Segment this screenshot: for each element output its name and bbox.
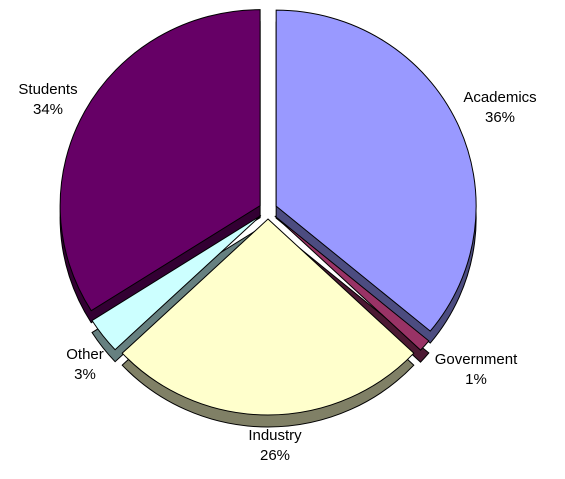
label-academics-value: 36%: [484, 109, 516, 126]
label-other-value: 3%: [74, 366, 96, 383]
label-other: Other 3%: [66, 345, 104, 385]
slice-government: [274, 215, 430, 351]
label-students-value: 34%: [32, 101, 64, 118]
label-other-name: Other: [66, 346, 104, 363]
label-industry-value: 26%: [259, 447, 291, 464]
slice-academics: [275, 9, 477, 332]
slice-industry: [121, 218, 415, 416]
label-students-name: Students: [18, 81, 78, 98]
label-academics-name: Academics: [463, 89, 537, 106]
pie-slices: [59, 9, 477, 416]
label-students: Students 34%: [18, 80, 77, 120]
label-government: Government 1%: [435, 350, 518, 390]
label-government-name: Government: [434, 351, 518, 368]
slice-students: [59, 9, 261, 312]
label-academics: Academics 36%: [463, 88, 536, 128]
label-government-value: 1%: [465, 371, 487, 388]
slice-other: [91, 215, 262, 351]
label-industry: Industry 26%: [248, 426, 301, 466]
label-industry-name: Industry: [248, 427, 302, 444]
